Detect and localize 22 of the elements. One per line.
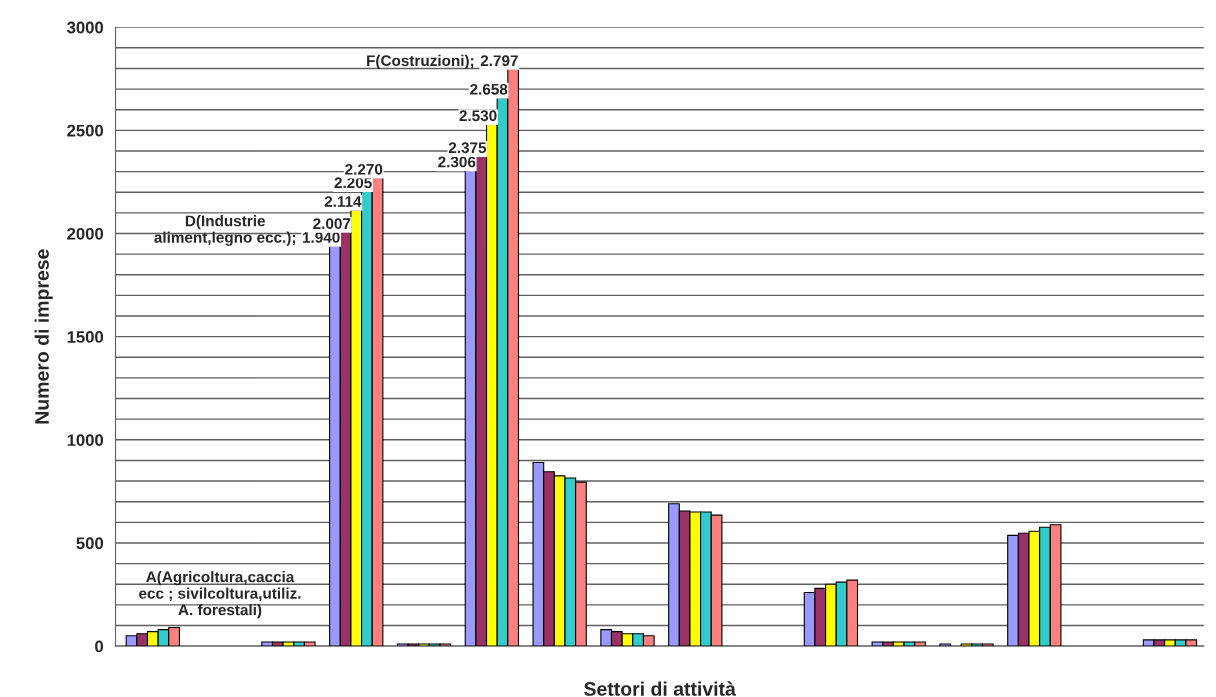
y-tick-label: 500: [76, 537, 104, 550]
x-axis-title: Settori di attività: [584, 681, 736, 696]
data-label: 2.007: [313, 218, 351, 230]
annotation: D(Industrie aliment,legno ecc.);: [154, 215, 296, 246]
data-label: 1.940: [303, 232, 340, 243]
data-label: 2.375: [448, 142, 487, 154]
bar: [939, 643, 952, 647]
y-tick-label: 0: [95, 640, 104, 653]
y-tick-label: 2000: [67, 227, 104, 240]
data-label: 2.658: [470, 83, 508, 95]
annotation: F(Costruzioni);: [367, 54, 474, 70]
y-tick-label: 1000: [67, 434, 104, 447]
y-tick-label: 1500: [67, 331, 104, 343]
data-label: 2.114: [324, 196, 362, 207]
y-tick-label: 2500: [67, 124, 104, 137]
y-tick-label: 3000: [67, 21, 104, 34]
y-axis-title: Numero di imprese: [34, 249, 53, 424]
data-label: 2.797: [480, 55, 518, 67]
data-label: 2.306: [438, 156, 476, 168]
annotation: A(Agricoltura,caccia ecc ; sivilcoltura,utiliz. A. forestali): [139, 571, 301, 619]
data-label: 2.270: [345, 163, 383, 175]
data-label: 2.530: [459, 110, 497, 122]
